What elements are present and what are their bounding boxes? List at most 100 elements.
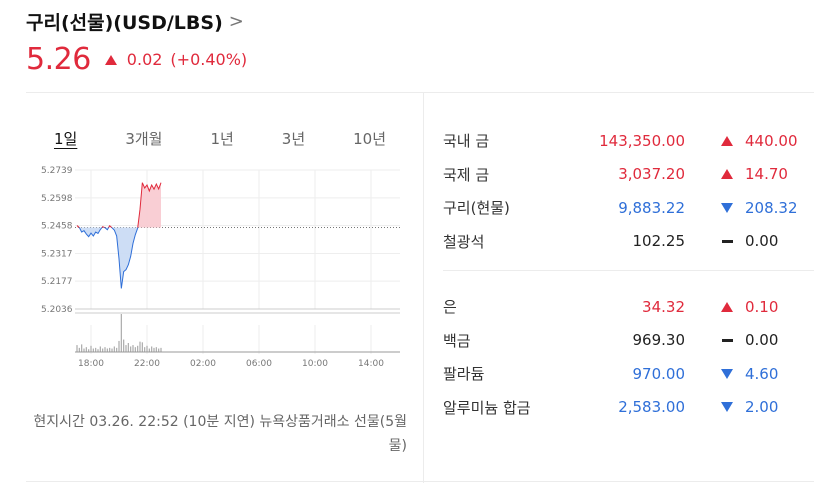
volume-bar — [99, 346, 101, 352]
volume-bar — [158, 348, 160, 352]
volume-bar — [137, 345, 139, 352]
volume-bar — [125, 345, 127, 352]
tab-3y[interactable]: 3년 — [281, 130, 306, 148]
commodity-name: 구리(현물) — [443, 199, 510, 218]
tab-3m[interactable]: 3개월 — [125, 130, 163, 148]
commodity-row[interactable]: 국내 금 143,350.00 440.00 — [443, 124, 813, 158]
bottom-divider — [26, 481, 814, 482]
x-tick-label: 22:00 — [134, 359, 160, 369]
volume-bar — [151, 346, 153, 352]
period-tabs: 1일 3개월 1년 3년 10년 — [30, 128, 410, 149]
commodity-value: 969.30 — [632, 331, 686, 350]
up-triangle-icon — [721, 301, 733, 312]
volume-bar — [81, 344, 83, 352]
x-tick-label: 18:00 — [78, 359, 104, 369]
volume-bar — [155, 347, 157, 352]
volume-bar — [104, 347, 106, 352]
down-triangle-icon — [721, 402, 733, 413]
commodity-value: 970.00 — [632, 364, 686, 383]
commodity-row[interactable]: 알루미늄 합금 2,583.00 2.00 — [443, 391, 813, 425]
commodity-list-bottom: 은 34.32 0.10 백금 969.30 0.00 팔라듐 970.00 4… — [443, 290, 813, 424]
down-triangle-icon — [721, 368, 733, 379]
commodity-diff: 0.00 — [745, 232, 779, 251]
volume-bar — [83, 348, 85, 352]
x-tick-label: 02:00 — [190, 359, 216, 369]
volume-bar — [144, 347, 146, 352]
commodity-diff: 208.32 — [745, 198, 798, 217]
up-triangle-icon — [721, 135, 733, 146]
y-tick-label: 5.2458 — [41, 222, 73, 232]
tab-10y[interactable]: 10년 — [353, 130, 386, 148]
y-tick-label: 5.2036 — [41, 305, 73, 315]
commodity-row[interactable]: 백금 969.30 0.00 — [443, 324, 813, 358]
commodity-value: 102.25 — [632, 232, 686, 251]
volume-bar — [134, 347, 136, 352]
x-tick-label: 06:00 — [246, 359, 272, 369]
volume-bar — [132, 345, 134, 352]
chevron-right-icon[interactable]: > — [228, 11, 244, 32]
y-tick-label: 5.2598 — [41, 194, 73, 204]
commodity-name: 알루미늄 합금 — [443, 398, 531, 417]
commodity-row[interactable]: 국제 금 3,037.20 14.70 — [443, 158, 813, 192]
volume-bar — [78, 347, 80, 352]
commodity-list-top: 국내 금 143,350.00 440.00 국제 금 3,037.20 14.… — [443, 124, 813, 258]
commodity-diff: 14.70 — [745, 165, 788, 184]
volume-bar — [111, 348, 113, 352]
commodity-name: 팔라듐 — [443, 365, 485, 384]
price-line-up — [76, 182, 162, 228]
volume-bar — [130, 346, 132, 352]
price-chart[interactable]: 5.2739 5.2598 5.2458 5.2317 5.2177 5.2036 18:0… — [30, 158, 402, 373]
current-price: 5.26 — [26, 42, 91, 77]
volume-bar — [127, 343, 129, 352]
commodity-name: 국내 금 — [443, 132, 490, 151]
commodity-name: 백금 — [443, 331, 471, 350]
x-tick-label: 10:00 — [302, 359, 328, 369]
volume-bar — [95, 347, 97, 352]
y-tick-label: 5.2317 — [41, 249, 73, 259]
commodity-row[interactable]: 철광석 102.25 0.00 — [443, 225, 813, 259]
up-triangle-icon — [721, 169, 733, 180]
up-triangle-icon — [104, 54, 117, 65]
y-tick-label: 5.2739 — [41, 166, 73, 176]
unchanged-dash-icon — [721, 239, 733, 243]
volume-bar — [109, 347, 111, 352]
y-tick-label: 5.2177 — [41, 277, 73, 287]
commodity-row[interactable]: 구리(현물) 9,883.22 208.32 — [443, 191, 813, 225]
tab-1d[interactable]: 1일 — [53, 130, 78, 148]
commodity-title[interactable]: 구리(선물)(USD/LBS) > — [26, 8, 244, 35]
volume-bar — [116, 347, 118, 352]
volume-bar — [97, 349, 99, 352]
volume-bar — [106, 348, 108, 352]
commodity-name: 은 — [443, 298, 457, 317]
column-divider — [423, 93, 424, 483]
unchanged-dash-icon — [721, 338, 733, 342]
volume-bar — [88, 349, 90, 352]
commodity-row[interactable]: 은 34.32 0.10 — [443, 290, 813, 324]
commodity-value: 9,883.22 — [618, 198, 685, 217]
volume-bar — [92, 348, 94, 352]
volume-bar — [102, 348, 104, 352]
volume-bar — [113, 346, 115, 352]
commodity-value: 143,350.00 — [599, 131, 685, 150]
commodity-value: 34.32 — [642, 297, 685, 316]
title-text: 구리(선물)(USD/LBS) — [26, 12, 223, 34]
x-tick-label: 14:00 — [358, 359, 384, 369]
commodity-name: 철광석 — [443, 232, 485, 251]
commodity-diff: 4.60 — [745, 364, 779, 383]
volume-bar — [141, 342, 143, 352]
price-line-down — [78, 227, 139, 289]
volume-bar — [153, 347, 155, 352]
commodity-diff: 0.10 — [745, 297, 779, 316]
commodity-row[interactable]: 팔라듐 970.00 4.60 — [443, 357, 813, 391]
price-change-percent: (+0.40%) — [170, 50, 248, 69]
volume-bar — [118, 340, 120, 352]
volume-bar — [85, 347, 87, 352]
volume-bar — [76, 345, 78, 352]
tab-1y[interactable]: 1년 — [210, 130, 234, 148]
commodity-diff: 440.00 — [745, 131, 798, 150]
volume-bar — [139, 341, 141, 352]
volume-bar — [146, 345, 148, 352]
commodity-diff: 2.00 — [745, 398, 779, 417]
commodity-value: 3,037.20 — [618, 165, 685, 184]
header-divider — [26, 92, 814, 93]
